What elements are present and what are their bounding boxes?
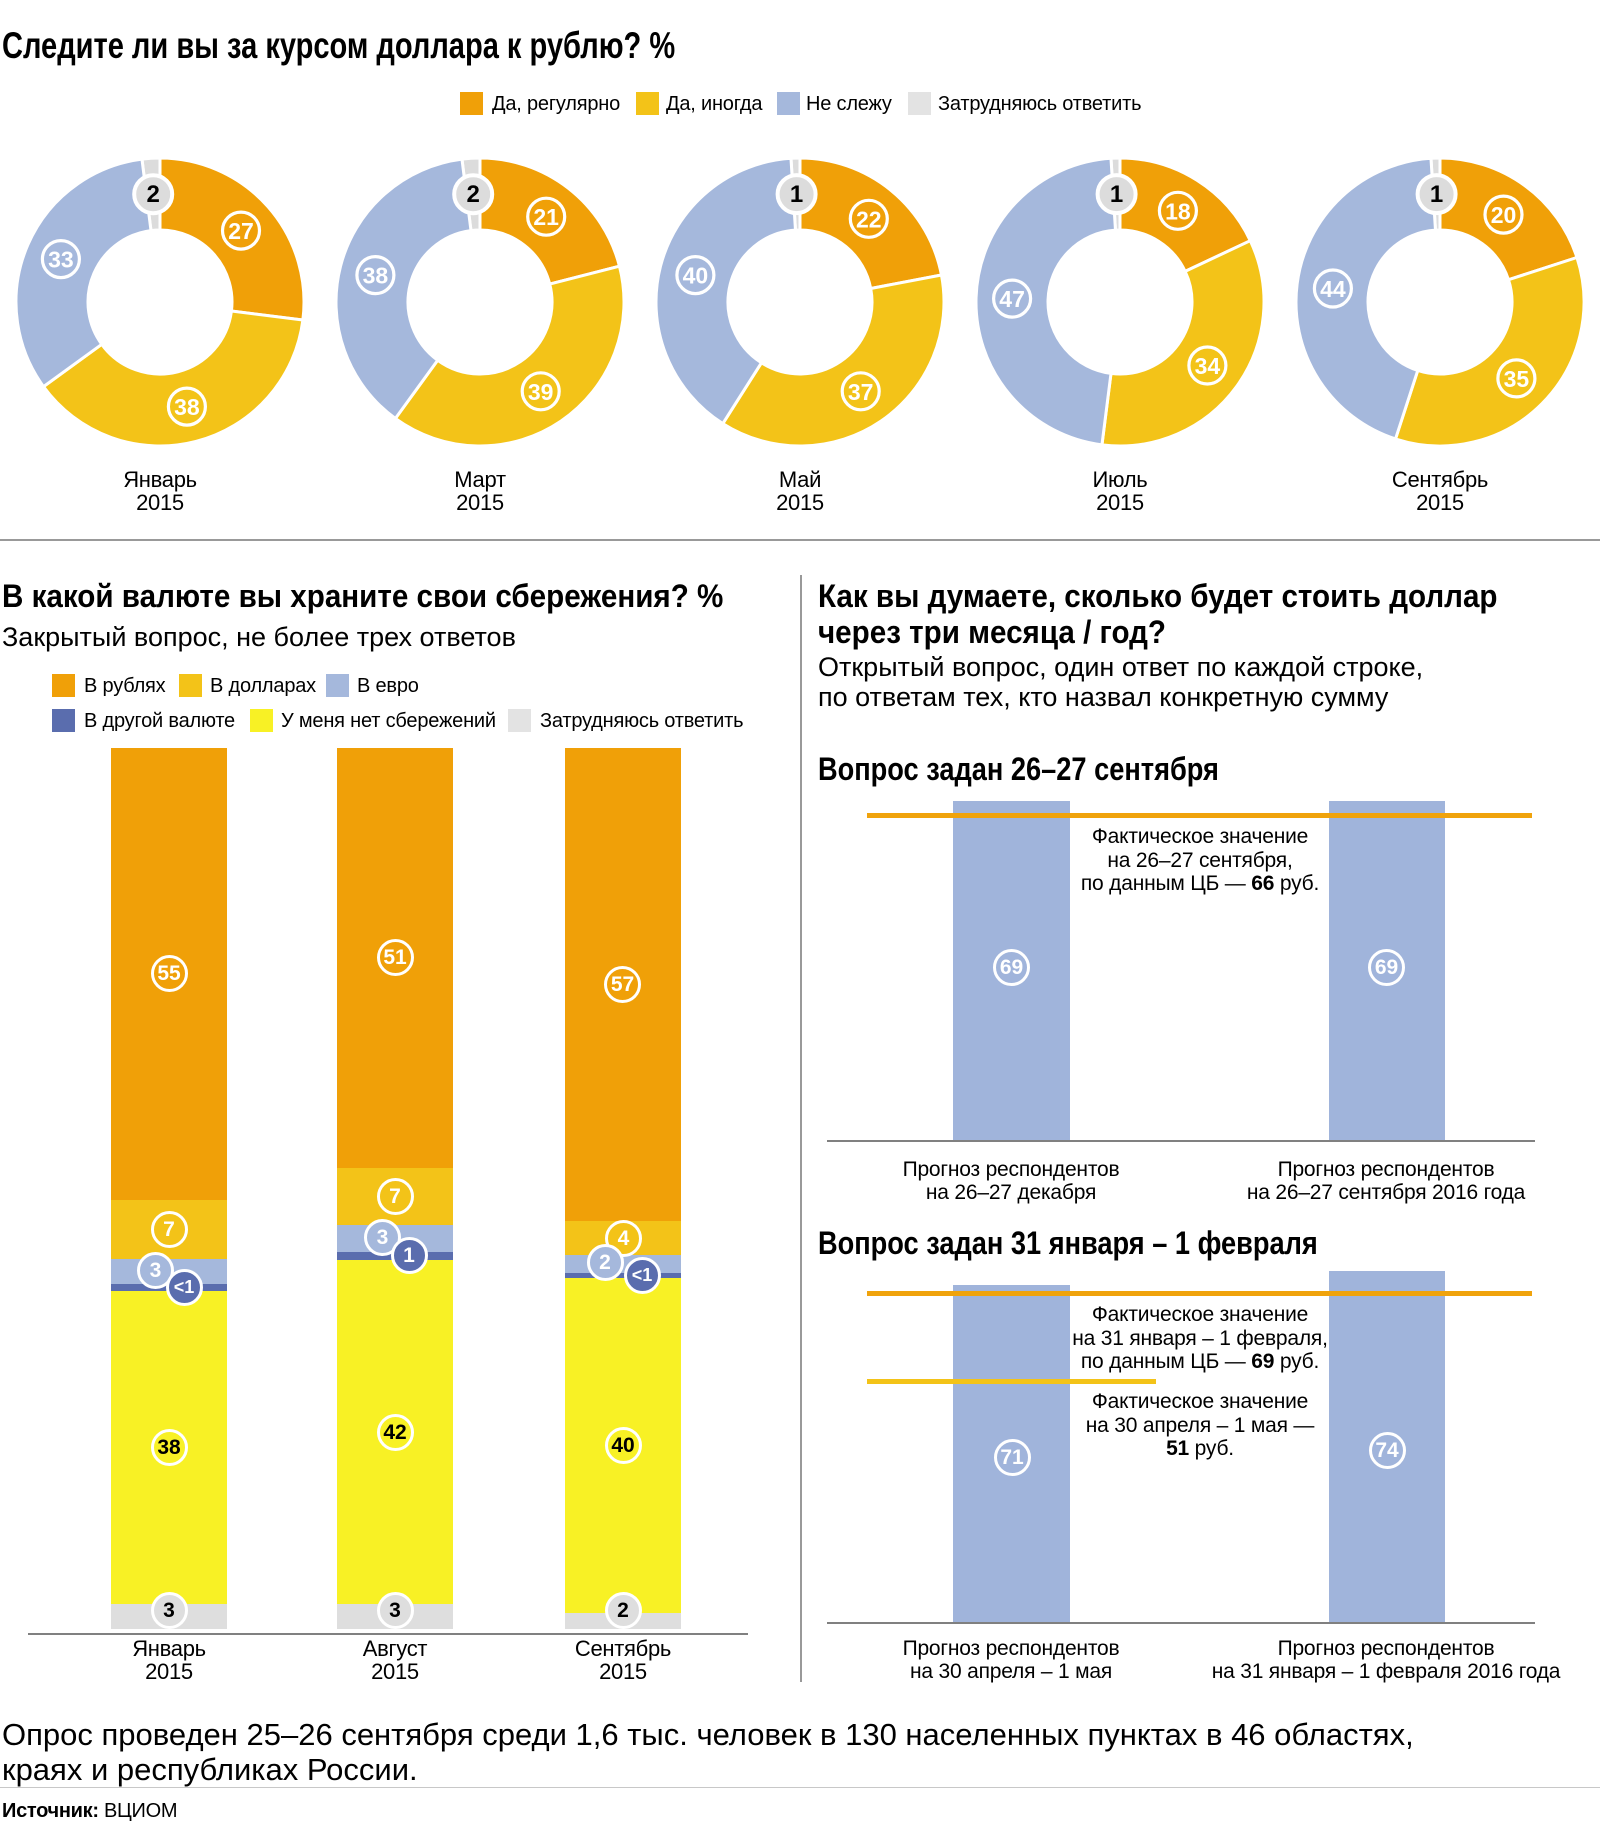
svg-text:35: 35	[1504, 366, 1530, 392]
svg-text:37: 37	[848, 379, 874, 405]
svg-text:27: 27	[228, 218, 254, 244]
svg-text:40: 40	[683, 263, 709, 289]
svg-text:47: 47	[999, 286, 1025, 312]
svg-text:20: 20	[1491, 202, 1517, 228]
svg-text:1: 1	[1110, 181, 1123, 208]
svg-text:2: 2	[147, 181, 160, 208]
svg-text:44: 44	[1320, 276, 1346, 302]
svg-text:1: 1	[790, 181, 803, 208]
svg-text:2: 2	[467, 181, 480, 208]
svg-text:33: 33	[48, 247, 74, 273]
svg-text:21: 21	[533, 204, 559, 230]
svg-text:18: 18	[1165, 198, 1191, 224]
svg-text:38: 38	[174, 394, 200, 420]
svg-text:1: 1	[1430, 181, 1443, 208]
svg-text:22: 22	[856, 206, 882, 232]
svg-text:34: 34	[1195, 353, 1221, 379]
svg-text:39: 39	[528, 379, 554, 405]
svg-text:38: 38	[363, 263, 389, 289]
